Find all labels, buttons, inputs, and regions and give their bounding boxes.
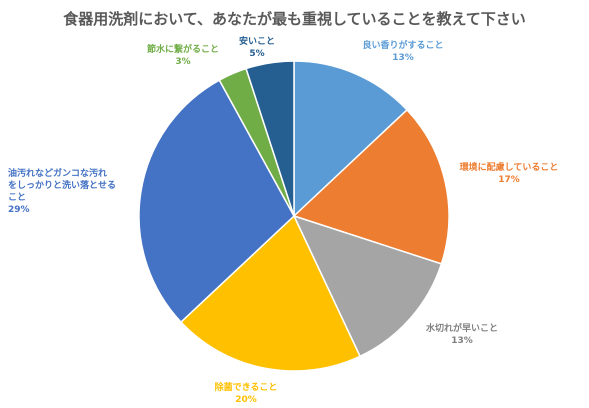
pie-slice-6 xyxy=(245,60,295,217)
slice-label-text: 環境に配慮していること xyxy=(459,163,559,173)
slice-label-aburayogore: 油汚れなどガンコな汚れ をしっかりと洗い落とせる こと 29% xyxy=(8,168,138,216)
slice-label-sessui: 節水に繋がること 3% xyxy=(138,44,228,68)
slice-label-text: 水切れが早いこと xyxy=(425,324,498,334)
slice-label-pct: 5% xyxy=(249,49,265,59)
slice-label-pct: 29% xyxy=(8,205,30,215)
pie-slice-1 xyxy=(292,108,450,265)
slice-label-line: をしっかりと洗い落とせる xyxy=(8,181,117,191)
slice-label-mizukire: 水切れが早いこと 13% xyxy=(420,323,504,347)
slice-label-text: 安いこと xyxy=(238,37,275,47)
slice-label-line: こと xyxy=(8,193,27,203)
slice-label-line: 油汚れなどガンコな汚れ xyxy=(8,169,108,179)
slice-label-kankyo: 環境に配慮していること 17% xyxy=(455,162,563,186)
slice-label-kaori: 良い香りがすること 13% xyxy=(360,40,446,64)
slice-label-text: 良い香りがすること xyxy=(362,41,444,51)
pie-slice-3 xyxy=(179,214,361,372)
chart-title: 食器用洗剤において、あなたが最も重視していることを教えて下さい xyxy=(63,10,526,28)
slice-label-text: 節水に繋がること xyxy=(146,45,219,55)
slice-label-pct: 3% xyxy=(175,57,191,67)
slice-label-jokin: 除菌できること 20% xyxy=(208,382,284,406)
slice-label-text: 除菌できること xyxy=(214,383,278,393)
slice-label-yasui: 安いこと 5% xyxy=(228,36,286,60)
pie-slice-4 xyxy=(138,79,295,324)
slice-label-pct: 13% xyxy=(392,53,414,63)
slice-label-pct: 17% xyxy=(498,175,520,185)
pie-slice-2 xyxy=(292,214,443,358)
slice-label-pct: 20% xyxy=(235,395,257,405)
pie-slice-0 xyxy=(293,60,409,218)
slice-label-pct: 13% xyxy=(451,336,473,346)
